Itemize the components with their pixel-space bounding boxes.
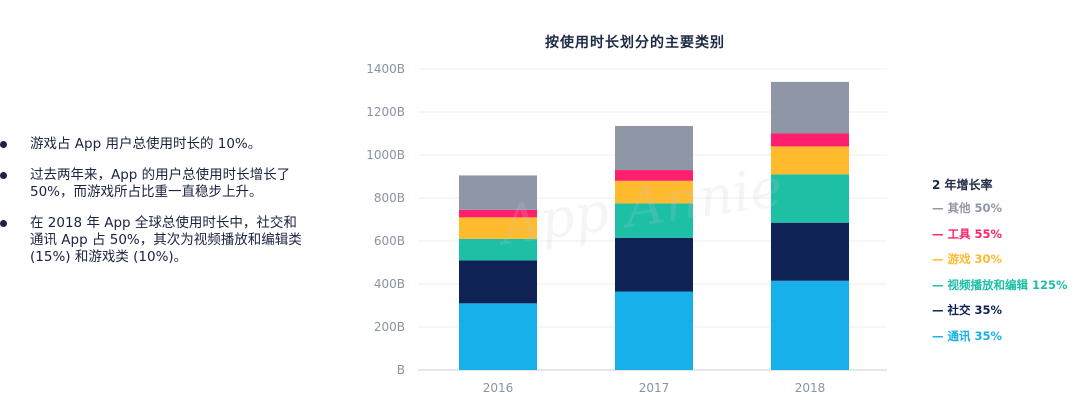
bullet-dot-icon [0, 141, 7, 148]
y-tick-label: 800B [374, 191, 405, 205]
bar-segment [771, 81, 849, 134]
legend-item-games: — 游戏 30% [932, 252, 1003, 267]
x-tick-label: 2018 [795, 381, 826, 395]
bullet-item: 游戏占 App 用户总使用时长的 10%。 [0, 136, 310, 153]
bullet-text: 游戏占 App 用户总使用时长的 10%。 [30, 136, 262, 152]
bar-segment [459, 175, 537, 210]
bar-segment [771, 174, 849, 223]
bar-segment [771, 133, 849, 147]
y-tick-label: 1200B [366, 105, 405, 119]
bullet-text: 过去两年来，App 的用户总使用时长增长了 50%，而游戏所占比重一直稳步上升。 [30, 167, 291, 200]
bar-segment [771, 280, 849, 370]
bar-segment [459, 303, 537, 370]
y-tick-label: B [397, 363, 405, 377]
bullet-text: 在 2018 年 App 全球总使用时长中，社交和通讯 App 占 50%，其次… [30, 215, 302, 265]
bar-segment [771, 146, 849, 175]
bullet-list: 游戏占 App 用户总使用时长的 10%。 过去两年来，App 的用户总使用时长… [0, 136, 310, 280]
bar-segment [459, 209, 537, 218]
bar-segment [615, 180, 693, 204]
x-tick-label: 2016 [483, 381, 514, 395]
x-tick-label: 2017 [639, 381, 670, 395]
chart-title: 按使用时长划分的主要类别 [545, 35, 725, 51]
legend-title: 2 年增长率 [932, 178, 993, 192]
y-tick-label: 600B [374, 234, 405, 248]
legend-item-tools: — 工具 55% [932, 226, 1003, 241]
bar-segment [459, 260, 537, 304]
y-tick-label: 400B [374, 277, 405, 291]
bar-segment [615, 237, 693, 292]
bullet-dot-icon [0, 172, 7, 179]
legend-item-video: — 视频播放和编辑 125% [932, 277, 1068, 292]
bar-segment [459, 217, 537, 239]
bar-segment [615, 125, 693, 171]
bar-segment [771, 222, 849, 281]
y-tick-label: 1000B [366, 148, 405, 162]
y-tick-label: 1400B [366, 62, 405, 76]
legend-item-social: — 社交 35% [932, 303, 1003, 318]
bullet-dot-icon [0, 220, 7, 227]
bar-segment [615, 203, 693, 238]
y-tick-label: 200B [374, 320, 405, 334]
bullet-item: 过去两年来，App 的用户总使用时长增长了 50%，而游戏所占比重一直稳步上升。 [0, 167, 310, 201]
bar-segment [615, 291, 693, 370]
bar-segment [615, 170, 693, 181]
bar-segment [459, 238, 537, 261]
bullet-item: 在 2018 年 App 全球总使用时长中，社交和通讯 App 占 50%，其次… [0, 215, 310, 266]
legend-item-other: — 其他 50% [932, 201, 1003, 215]
legend-item-communication: — 通讯 35% [932, 328, 1003, 343]
legend: 2 年增长率 — 其他 50% — 工具 55% — 游戏 30% — 视频播放… [932, 176, 1081, 356]
